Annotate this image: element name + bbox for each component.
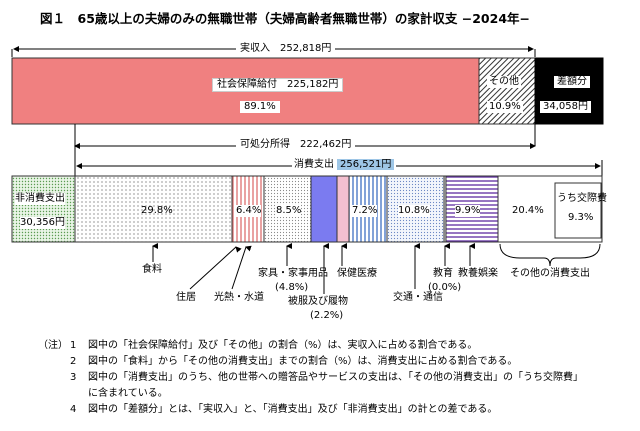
consumption-total: 256,521円	[337, 159, 395, 170]
note-number: 3	[70, 372, 77, 383]
label-culture: 教養娯楽	[458, 268, 498, 279]
label-housing: 住居	[176, 292, 196, 303]
label-clothing: 被服及び履物	[288, 296, 348, 307]
note-text: に含まれている。	[88, 388, 168, 399]
bar-non-consumption	[11, 175, 76, 243]
furniture-share: 8.5%	[276, 205, 302, 217]
label-furniture: 家具・家事用品	[258, 268, 328, 279]
entertainment-sub-share: 9.3%	[568, 212, 594, 223]
label-food: 食料	[142, 264, 162, 275]
note-row: 4 図中の「差額分」とは、「実収入」と、「消費支出」及び「非消費支出」の計との差で…	[38, 402, 583, 418]
food-share: 29.8%	[141, 205, 173, 216]
non-consumption-label: 非消費支出	[15, 193, 65, 205]
income-other-label: その他	[487, 76, 521, 88]
label-clothing-share: (2.2%)	[310, 310, 344, 321]
bar-income-other	[478, 57, 536, 125]
bar-surplus	[534, 57, 604, 125]
entertainment-sub-label: うち交際費	[557, 193, 607, 204]
non-consumption-amount: 30,356円	[20, 217, 65, 229]
label-furniture-share: (4.8%)	[275, 282, 309, 293]
note-row: （注） 1 図中の「社会保障給付」及び「その他」の割合（%）は、実収入に占める割合で…	[38, 338, 583, 354]
note-row: 3 図中の「消費支出」のうち、他の世帯への贈答品やサービスの支出は、「その他の消費…	[38, 370, 583, 386]
label-other-consumption: その他の消費支出	[510, 268, 590, 279]
note-text: 図中の「社会保障給付」及び「その他」の割合（%）は、実収入に占める割合である。	[88, 340, 478, 351]
income-label: 実収入 252,818円	[236, 43, 336, 55]
label-transport: 交通・通信	[393, 292, 443, 303]
surplus-amount: 34,058円	[540, 101, 591, 113]
social-security-label: 社会保障給付 225,182円	[212, 78, 344, 92]
utilities-share: 6.4%	[236, 205, 262, 217]
notes: （注） 1 図中の「社会保障給付」及び「その他」の割合（%）は、実収入に占める割合で…	[38, 338, 583, 418]
note-number: 2	[70, 356, 77, 367]
health-share: 7.2%	[352, 205, 378, 217]
chart-title: 図１ 65歳以上の夫婦のみの無職世帯（夫婦高齢者無職世帯）の家計収支 −2024…	[40, 11, 530, 26]
note-row: に含まれている。	[38, 386, 583, 402]
note-number: 4	[70, 404, 77, 415]
other-consumption-share: 20.4%	[512, 205, 544, 216]
note-text: 図中の「差額分」とは、「実収入」と、「消費支出」及び「非消費支出」の計との差であ…	[88, 404, 498, 415]
note-number	[70, 386, 88, 402]
bar-small-pink	[336, 175, 350, 243]
bar-entertainment-sub	[554, 182, 602, 239]
label-education-share: (0.0%)	[428, 282, 462, 293]
label-utilities: 光熱・水道	[214, 292, 264, 303]
label-education: 教育	[433, 268, 453, 279]
note-text: 図中の「消費支出」のうち、他の世帯への贈答品やサービスの支出は、「その他の消費支…	[88, 372, 583, 383]
notes-head: （注）	[38, 340, 68, 351]
note-text: 図中の「食料」から「その他の消費支出」までの割合（%）は、消費支出に占める割合で…	[88, 356, 518, 367]
note-number: 1	[70, 340, 77, 351]
transport-share: 10.8%	[398, 205, 430, 217]
surplus-label: 差額分	[554, 76, 590, 88]
note-row: 2 図中の「食料」から「その他の消費支出」までの割合（%）は、消費支出に占める割合…	[38, 354, 583, 370]
social-security-share: 89.1%	[240, 101, 280, 113]
consumption-label: 消費支出 256,521円	[292, 159, 397, 171]
label-health: 保健医療	[337, 268, 377, 279]
culture-share: 9.9%	[455, 205, 481, 217]
disposable-label: 可処分所得 222,462円	[236, 139, 356, 151]
bar-clothing	[310, 175, 338, 243]
income-other-share: 10.9%	[487, 101, 523, 113]
